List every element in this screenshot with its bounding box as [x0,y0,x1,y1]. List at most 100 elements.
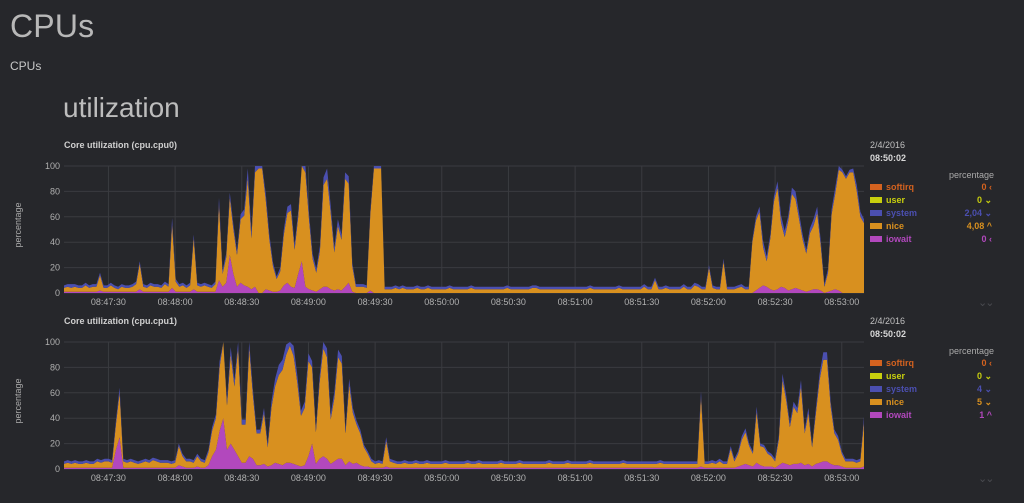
legend-swatch [870,210,882,216]
legend-item-user[interactable]: user 0 ⌄ [868,371,996,383]
legend-value: 1 ^ [979,410,992,420]
legend-label: nice [886,397,905,407]
y-tick-label: 60 [50,212,60,222]
legend-label: nice [886,221,905,231]
chart-title: Core utilization (cpu.cpu1) [64,316,178,326]
x-tick-label: 08:48:00 [158,297,193,307]
legend-label: softirq [886,358,914,368]
x-tick-label: 08:51:00 [558,473,593,483]
section-title: utilization [63,92,180,123]
legend-swatch [870,412,882,418]
legend-swatch [870,236,882,242]
page-title: CPUs [10,8,95,44]
x-tick-label: 08:50:00 [424,473,459,483]
legend-swatch [870,373,882,379]
y-tick-label: 40 [50,413,60,423]
legend-value: 0 ‹ [981,234,992,244]
y-tick-label: 0 [55,288,60,298]
legend-value: 0 ‹ [981,182,992,192]
x-tick-label: 08:51:30 [624,297,659,307]
x-tick-label: 08:51:00 [558,297,593,307]
cpu0-chart[interactable]: Core utilization (cpu.cpu0) percentage 0… [0,140,1024,316]
y-tick-label: 100 [45,337,60,347]
legend-time: 08:50:02 [870,153,907,163]
legend-swatch [870,386,882,392]
x-tick-label: 08:51:30 [624,473,659,483]
legend-value: 4,08 ^ [966,221,992,231]
y-tick-label: 20 [50,439,60,449]
series-iowait-area [64,418,864,469]
x-tick-label: 08:49:00 [291,297,326,307]
cpu1-plot[interactable]: 0 20 40 60 80 100 08:47:30 08:48:00 08:48:30 08:4… [0,316,868,492]
legend-swatch [870,399,882,405]
x-tick-label: 08:49:30 [358,473,393,483]
legend-item-system[interactable]: system 2,04 ⌄ [868,208,996,220]
legend-unit: percentage [948,170,994,180]
resize-handle-icon[interactable]: ⌄⌄ [978,297,994,309]
x-tick-label: 08:53:00 [824,297,859,307]
legend-item-iowait[interactable]: iowait 1 ^ [868,410,996,422]
x-tick-label: 08:47:30 [91,297,126,307]
cpu1-chart[interactable]: Core utilization (cpu.cpu1) percentage 0… [0,316,1024,492]
x-tick-label: 08:50:00 [424,297,459,307]
legend-unit: percentage [948,346,994,356]
x-tick-label: 08:49:00 [291,473,326,483]
x-tick-label: 08:48:30 [224,473,259,483]
legend-label: system [886,208,918,218]
series-nice-area [64,166,864,293]
legend-value: 0 ‹ [981,358,992,368]
legend-label: system [886,384,918,394]
resize-handle-icon[interactable]: ⌄⌄ [978,473,994,485]
legend-item-softirq[interactable]: softirq 0 ‹ [868,182,996,194]
legend: 2/4/2016 08:50:02 percentage softirq 0 ‹ u… [868,316,998,492]
legend-item-user[interactable]: user 0 ⌄ [868,195,996,207]
legend-value: 5 ⌄ [976,397,992,407]
legend-swatch [870,360,882,366]
legend-value: 2,04 ⌄ [964,208,992,218]
legend-label: iowait [886,410,912,420]
legend-date: 2/4/2016 [870,316,906,326]
x-tick-label: 08:50:30 [491,297,526,307]
legend-label: user [886,371,906,381]
series-system-area [64,166,864,290]
legend-label: softirq [886,182,914,192]
y-tick-label: 80 [50,362,60,372]
page-subtitle: CPUs [10,59,42,73]
legend-item-iowait[interactable]: iowait 0 ‹ [868,234,996,246]
y-tick-label: 60 [50,388,60,398]
legend-value: 0 ⌄ [976,195,992,205]
cpu0-plot[interactable]: 0 20 40 60 80 100 08:47:30 08:48:00 08:48:30 08:4… [0,140,868,316]
legend-item-nice[interactable]: nice 4,08 ^ [868,221,996,233]
chart-title: Core utilization (cpu.cpu0) [64,140,178,150]
legend-item-softirq[interactable]: softirq 0 ‹ [868,358,996,370]
legend-value: 4 ⌄ [976,384,992,394]
x-tick-label: 08:49:30 [358,297,393,307]
y-tick-label: 80 [50,186,60,196]
x-tick-label: 08:52:30 [758,473,793,483]
x-tick-label: 08:52:00 [691,473,726,483]
x-tick-label: 08:47:30 [91,473,126,483]
x-tick-label: 08:48:30 [224,297,259,307]
legend-item-nice[interactable]: nice 5 ⌄ [868,397,996,409]
legend: 2/4/2016 08:50:02 percentage softirq 0 ‹ u… [868,140,998,316]
y-tick-label: 100 [45,161,60,171]
y-tick-label: 20 [50,263,60,273]
legend-label: user [886,195,906,205]
legend-value: 0 ⌄ [976,371,992,381]
x-tick-label: 08:52:00 [691,297,726,307]
x-tick-label: 08:53:00 [824,473,859,483]
series-nice-area [64,342,864,468]
legend-swatch [870,223,882,229]
legend-swatch [870,197,882,203]
legend-swatch [870,184,882,190]
legend-item-system[interactable]: system 4 ⌄ [868,384,996,396]
legend-label: iowait [886,234,912,244]
x-tick-label: 08:52:30 [758,297,793,307]
legend-time: 08:50:02 [870,329,907,339]
series-iowait-area [64,254,864,293]
x-tick-label: 08:48:00 [158,473,193,483]
x-tick-label: 08:50:30 [491,473,526,483]
y-tick-label: 40 [50,237,60,247]
legend-date: 2/4/2016 [870,140,906,150]
y-tick-label: 0 [55,464,60,474]
